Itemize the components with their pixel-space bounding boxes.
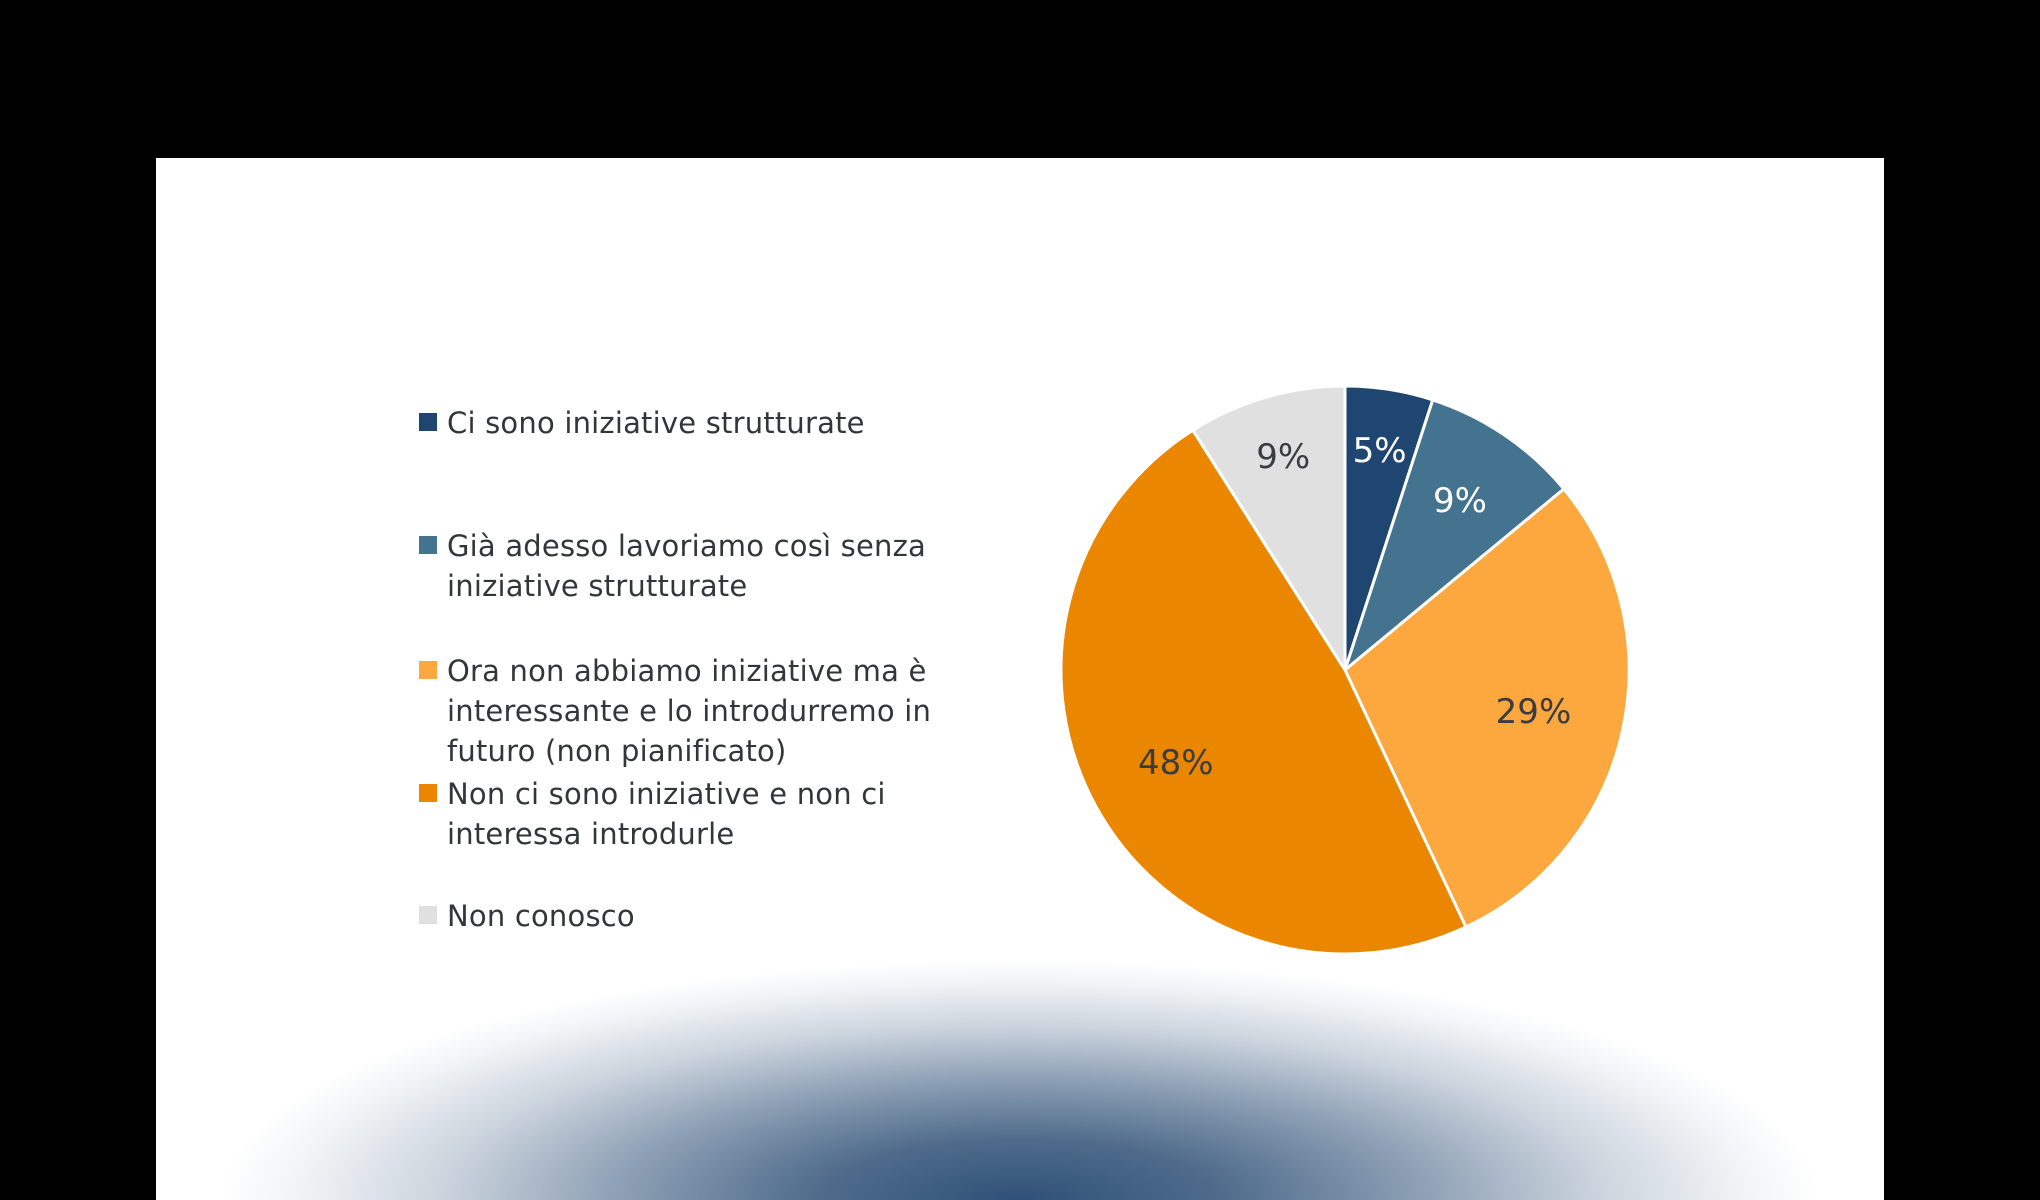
legend-swatch [419, 661, 437, 679]
pie-chart [1059, 384, 1631, 956]
legend-swatch [419, 906, 437, 924]
legend-item-unknown: Non conosco [419, 896, 979, 936]
slide: Ci sono iniziative strutturate Già adess… [156, 158, 1884, 1200]
legend-label: Già adesso lavoriamo così senza iniziati… [447, 529, 927, 603]
legend-swatch [419, 536, 437, 554]
pie-slice [1343, 398, 1566, 672]
legend-swatch [419, 413, 437, 431]
pie-slice-label: 9% [1256, 437, 1311, 478]
legend-item-already-working: Già adesso lavoriamo così senza iniziati… [419, 526, 979, 606]
legend-label: Non conosco [447, 899, 635, 933]
legend-label: Ora non abbiamo iniziative ma è interess… [447, 654, 932, 768]
legend-swatch [419, 784, 437, 802]
legend-item-structured-initiatives: Ci sono iniziative strutturate [419, 403, 979, 443]
legend-label: Ci sono iniziative strutturate [447, 406, 865, 440]
legend-item-future-interest: Ora non abbiamo iniziative ma è interess… [419, 651, 979, 771]
legend-label: Non ci sono iniziative e non ci interess… [447, 777, 886, 851]
pie-slice [1059, 428, 1468, 956]
pie-slice-label: 29% [1495, 692, 1572, 733]
legend-item-not-interested: Non ci sono iniziative e non ci interess… [419, 774, 979, 854]
pie-slice-label: 5% [1352, 431, 1407, 472]
pie-slice [1191, 384, 1347, 672]
bottom-glow-decoration [220, 960, 1820, 1200]
chart-legend: Ci sono iniziative strutturate Già adess… [419, 158, 979, 1200]
pie-slice-label: 48% [1137, 743, 1214, 784]
pie-slice-label: 9% [1432, 480, 1487, 521]
